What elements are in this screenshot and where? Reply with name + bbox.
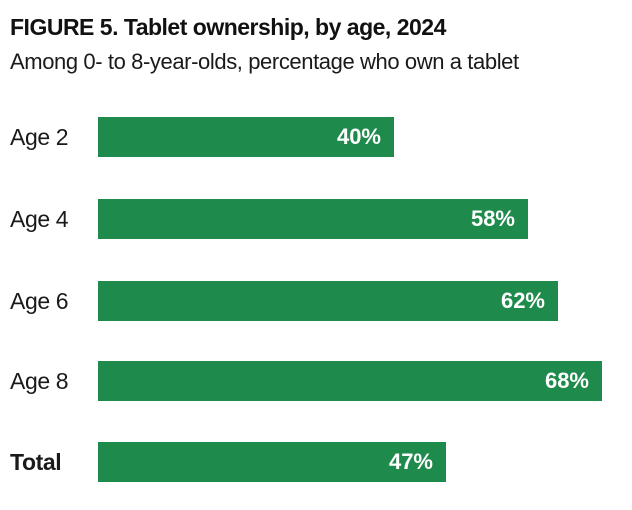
bar-value-label: 62% — [500, 288, 545, 313]
bar: 62% — [98, 281, 558, 321]
bar-category-label: Age 6 — [10, 288, 69, 314]
bar-category-label: Age 8 — [10, 368, 69, 394]
bar: 47% — [98, 442, 446, 482]
bar: 58% — [98, 199, 528, 239]
bar-value-label: 58% — [470, 206, 515, 231]
bar-row: Age 6 62% — [0, 281, 632, 321]
figure-subtitle: Among 0- to 8-year-olds, percentage who … — [10, 49, 519, 74]
bar-row: Total 47% — [0, 442, 632, 482]
bar-category-label: Age 2 — [10, 124, 69, 150]
bar: 40% — [98, 117, 394, 157]
bar-row: Age 2 40% — [0, 117, 632, 157]
bar-category-label: Age 4 — [10, 206, 69, 232]
bar-value-label: 68% — [544, 368, 589, 393]
bar-row: Age 4 58% — [0, 199, 632, 239]
bar: 68% — [98, 361, 602, 401]
bar-value-label: 40% — [336, 124, 381, 149]
bar-value-label: 47% — [388, 449, 433, 474]
bar-row: Age 8 68% — [0, 361, 632, 401]
bar-category-label: Total — [10, 449, 62, 475]
figure-title: FIGURE 5. Tablet ownership, by age, 2024 — [10, 14, 446, 40]
